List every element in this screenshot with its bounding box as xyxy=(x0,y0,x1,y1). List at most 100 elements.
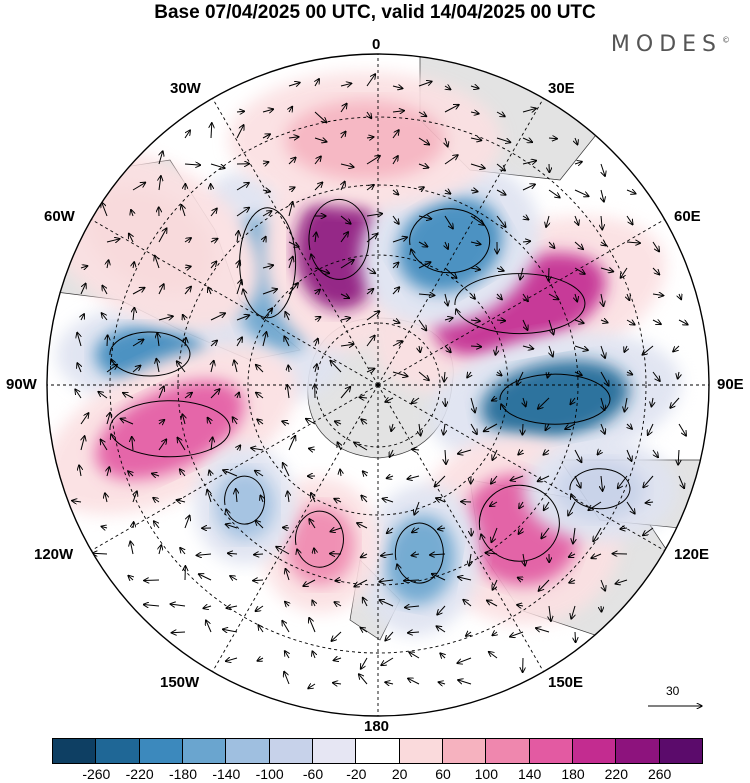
colorbar-tick-label: -100 xyxy=(255,766,284,782)
wind-vector-arrow xyxy=(366,335,375,347)
wind-vector-arrow xyxy=(257,419,264,424)
wind-vector-arrow xyxy=(489,652,498,659)
wind-vector-arrow xyxy=(107,467,109,477)
wind-vector-arrow xyxy=(491,527,498,543)
wind-vector-arrow xyxy=(333,658,342,661)
wind-vector-arrow xyxy=(180,548,185,555)
wind-vector-arrow xyxy=(548,189,560,198)
wind-vector-arrow xyxy=(283,528,290,529)
wind-vector-arrow xyxy=(414,501,420,515)
wind-vector-arrow xyxy=(437,605,446,615)
wind-vector-arrow xyxy=(574,320,584,323)
wind-vector-arrow xyxy=(314,182,323,191)
wind-vector-arrow xyxy=(496,189,506,195)
wind-vector-arrow xyxy=(255,605,264,611)
wind-vector-arrow xyxy=(255,520,264,529)
wind-vector-arrow xyxy=(496,163,505,171)
meridian-line xyxy=(377,98,544,386)
meridian-line xyxy=(91,219,379,386)
wind-vector-arrow xyxy=(361,495,368,503)
wind-vector-arrow xyxy=(263,162,269,164)
wind-vector-arrow xyxy=(315,289,320,294)
wind-vector-arrow xyxy=(340,344,354,346)
wind-vector-arrow xyxy=(495,345,497,355)
wind-vector-arrow xyxy=(652,371,660,381)
wind-vector-arrow xyxy=(309,519,316,529)
wind-vector-arrow xyxy=(522,138,533,142)
wind-vector-arrow xyxy=(389,449,393,457)
wind-vector-arrow xyxy=(315,232,316,243)
wind-vector-arrow xyxy=(330,528,342,532)
lon-label-180: 180 xyxy=(364,718,390,735)
wind-vector-arrow xyxy=(107,413,110,425)
wind-vector-arrow xyxy=(549,345,553,357)
wind-vector-arrow xyxy=(208,287,211,295)
wind-vector-arrow xyxy=(391,423,393,431)
wind-vector-arrow xyxy=(303,579,316,586)
wind-vector-arrow xyxy=(626,449,632,461)
wind-vector-arrow xyxy=(523,397,526,407)
wind-vector-arrow xyxy=(470,163,485,168)
wind-vector-arrow xyxy=(183,315,185,321)
wind-vector-arrow xyxy=(314,267,330,273)
wind-vector-arrow xyxy=(544,501,550,511)
wind-vector-arrow xyxy=(128,471,133,476)
wind-vector-arrow xyxy=(593,527,602,542)
wind-vector-arrow xyxy=(340,318,350,320)
wind-vector-arrow xyxy=(236,489,237,503)
wind-vector-arrow xyxy=(263,237,266,243)
wind-vector-arrow xyxy=(645,502,654,503)
wind-vector-arrow xyxy=(470,346,482,347)
wind-vector-arrow xyxy=(643,475,654,488)
wind-vector-arrow xyxy=(237,445,241,450)
circulation-streamline xyxy=(409,208,491,274)
wind-vector-arrow xyxy=(199,574,212,581)
graticule xyxy=(47,54,709,716)
wind-vector-arrow xyxy=(251,448,264,450)
wind-vector-arrow xyxy=(548,293,559,300)
wind-vector-arrow xyxy=(418,262,431,269)
colorbar-swatch xyxy=(571,738,617,764)
wind-vector-arrow xyxy=(591,554,602,558)
wind-vector-arrow xyxy=(354,579,368,587)
wind-vector-arrow xyxy=(651,397,653,407)
wind-vector-arrow xyxy=(236,183,249,191)
wind-vector-arrow xyxy=(432,574,446,581)
wind-vector-arrow xyxy=(678,449,679,465)
wind-vector-arrow xyxy=(418,319,427,331)
wind-vector-arrow xyxy=(340,164,354,167)
wind-vector-arrow xyxy=(236,337,242,347)
colorbar-swatch xyxy=(311,738,357,764)
wind-vector-arrow xyxy=(381,657,394,665)
wind-vector-arrow xyxy=(574,241,583,249)
wind-vector-arrow xyxy=(285,602,289,607)
colorbar-tick-label: -60 xyxy=(302,766,324,782)
wind-vector-arrow xyxy=(210,340,217,347)
wind-vector-arrow xyxy=(522,319,528,330)
wind-vector-arrow xyxy=(314,548,315,555)
lon-label-120e: 120E xyxy=(674,546,710,563)
wind-vector-arrow xyxy=(133,522,134,529)
wind-vector-arrow xyxy=(600,579,605,591)
wind-vector-arrow xyxy=(549,267,550,281)
wind-vector-arrow xyxy=(597,450,601,455)
wind-vector-arrow xyxy=(522,184,535,191)
wind-vector-arrow xyxy=(315,364,317,373)
wind-vector-arrow xyxy=(643,527,654,536)
wind-vector-arrow xyxy=(128,576,133,581)
circulation-streamline xyxy=(478,484,560,562)
wind-vector-arrow xyxy=(600,163,605,176)
wind-vector-arrow xyxy=(133,262,134,269)
wind-vector-arrow xyxy=(133,491,137,503)
wind-vector-arrow xyxy=(209,470,211,476)
wind-vector-arrow xyxy=(287,385,289,399)
wind-vector-arrow xyxy=(254,554,264,555)
wind-vector-arrow xyxy=(517,577,523,580)
wind-vector-arrow xyxy=(491,475,498,484)
wind-vector-arrow xyxy=(518,527,523,534)
wind-vector-arrow xyxy=(392,215,399,224)
wind-vector-arrow xyxy=(492,632,497,636)
wind-vector-arrow xyxy=(153,498,160,502)
wind-vector-arrow xyxy=(574,449,582,463)
lon-label-150w: 150W xyxy=(160,674,200,691)
